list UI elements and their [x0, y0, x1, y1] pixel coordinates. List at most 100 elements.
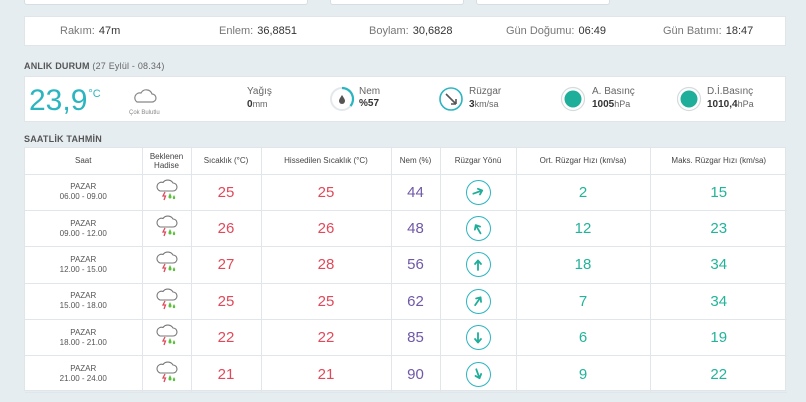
current-section-title: ANLIK DURUM (27 Eylül - 08.34)	[24, 61, 165, 71]
thunderstorm-icon	[156, 288, 178, 310]
temperature-cell: 26	[191, 210, 262, 248]
header-wind-direction: Rüzgar Yönü	[440, 148, 517, 175]
wind-label: Rüzgar	[469, 86, 502, 97]
humidity-cell: 44	[391, 174, 441, 211]
row-time-range: 18.00 - 21.00	[59, 337, 107, 347]
table-header-row: Saat Beklenen Hadise Sıcaklık (°C) Hisse…	[25, 148, 787, 175]
tab-fragment[interactable]	[24, 0, 308, 5]
row-day: PAZAR	[70, 327, 97, 337]
max-wind-cell: 34	[650, 246, 787, 284]
wind-direction-arrow-icon	[465, 325, 491, 351]
event-cell	[142, 174, 192, 211]
event-cell	[142, 210, 192, 248]
temperature-cell: 22	[191, 319, 262, 357]
table-row: PAZAR 12.00 - 15.00 27 28 56 18	[25, 246, 787, 284]
header-temperature: Sıcaklık (°C)	[191, 148, 262, 175]
max-wind-cell: 23	[650, 210, 787, 248]
wind-direction-arrow-icon	[465, 288, 491, 314]
longitude-info: Boylam: 30,6828	[369, 25, 453, 37]
wind-value: 3	[469, 99, 475, 110]
altitude-info: Rakım: 47m	[60, 25, 120, 37]
arrow-icon	[472, 188, 484, 196]
header-max-wind: Maks. Rüzgar Hızı (km/sa)	[650, 148, 787, 175]
event-cell	[142, 355, 192, 393]
current-timestamp: (27 Eylül - 08.34)	[92, 61, 165, 71]
hourly-forecast-table: Saat Beklenen Hadise Sıcaklık (°C) Hisse…	[24, 147, 787, 393]
precipitation: Yağış 0mm	[247, 86, 272, 111]
avg-wind-cell: 6	[516, 319, 651, 357]
cloudy-icon	[131, 88, 171, 109]
row-day: PAZAR	[70, 218, 97, 228]
event-cell	[142, 283, 192, 321]
thunderstorm-icon	[156, 361, 178, 382]
table-row: PAZAR 06.00 - 09.00 25 25 44 2 1	[25, 174, 787, 211]
temperature-cell: 25	[191, 283, 262, 321]
temperature-unit: °C	[88, 88, 101, 100]
pressure: A. Basınç 1005hPa	[592, 86, 635, 111]
arrow-icon	[474, 296, 482, 307]
row-time-range: 06.00 - 09.00	[59, 192, 107, 202]
header-time: Saat	[25, 148, 143, 175]
time-cell: PAZAR 18.00 - 21.00	[25, 319, 143, 357]
humidity-cell: 62	[391, 283, 441, 321]
temperature-cell: 25	[191, 174, 262, 211]
avg-wind-cell: 2	[516, 174, 651, 211]
longitude-label: Boylam:	[369, 25, 409, 37]
row-day: PAZAR	[70, 364, 97, 374]
max-wind-cell: 19	[650, 319, 787, 357]
wind-direction-cell	[440, 355, 517, 393]
wind-direction-icon	[439, 87, 463, 111]
row-time-range: 15.00 - 18.00	[59, 301, 107, 311]
pressure-label: A. Basınç	[592, 86, 635, 97]
wind-direction-arrow-icon	[465, 179, 491, 205]
sea-pressure-value: 1010,4	[707, 99, 738, 110]
table-row: PAZAR 09.00 - 12.00 26 26 48 12	[25, 210, 787, 248]
event-cell	[142, 246, 192, 284]
row-day: PAZAR	[70, 182, 97, 192]
time-cell: PAZAR 06.00 - 09.00	[25, 174, 143, 211]
thunderstorm-icon	[156, 215, 178, 237]
event-cell	[142, 319, 192, 357]
temperature-cell: 27	[191, 246, 262, 284]
humidity-cell: 56	[391, 246, 441, 284]
feels-like-cell: 28	[261, 246, 392, 284]
feels-like-cell: 25	[261, 174, 392, 211]
latitude-value: 36,8851	[257, 25, 298, 37]
max-wind-cell: 22	[650, 355, 787, 393]
thunderstorm-icon	[156, 324, 178, 346]
sunrise-value: 06:49	[578, 25, 607, 37]
feels-like-cell: 25	[261, 283, 392, 321]
tab-fragment[interactable]	[330, 0, 464, 5]
pressure-unit: hPa	[614, 99, 631, 109]
header-avg-wind: Ort. Rüzgar Hızı (km/sa)	[516, 148, 651, 175]
current-conditions: 23,9°C Çok Bulutlu Yağış 0mm Nem %57 Rüz…	[24, 76, 786, 122]
feels-like-cell: 22	[261, 319, 392, 357]
sea-pressure-label: D.İ.Basınç	[707, 86, 754, 97]
avg-wind-cell: 7	[516, 283, 651, 321]
pressure-icon	[560, 86, 586, 112]
row-time-range: 12.00 - 15.00	[59, 264, 107, 274]
latitude-info: Enlem: 36,8851	[219, 25, 297, 37]
wind-direction-cell	[440, 210, 517, 248]
precipitation-value: 0	[247, 99, 253, 110]
avg-wind-cell: 18	[516, 246, 651, 284]
row-day: PAZAR	[70, 291, 97, 301]
precipitation-unit: mm	[252, 99, 268, 109]
wind-direction-arrow-icon	[465, 252, 491, 278]
thunderstorm-icon	[156, 251, 178, 273]
sea-pressure: D.İ.Basınç 1010,4hPa	[707, 86, 754, 111]
arrow-icon	[474, 223, 482, 234]
avg-wind-cell: 12	[516, 210, 651, 248]
tab-fragment[interactable]	[476, 0, 610, 5]
header-humidity: Nem (%)	[391, 148, 441, 175]
sunset-info: Gün Batımı: 18:47	[663, 25, 753, 37]
top-tabs	[0, 0, 806, 8]
wind: Rüzgar 3km/sa	[469, 86, 501, 111]
table-row: PAZAR 21.00 - 24.00 21 21 90 9 2	[25, 355, 787, 393]
sea-pressure-unit: hPa	[737, 99, 754, 109]
header-feels-like: Hissedilen Sıcaklık (°C)	[261, 148, 392, 175]
humidity-value: %57	[359, 98, 380, 109]
row-time-range: 09.00 - 12.00	[59, 228, 107, 238]
time-cell: PAZAR 12.00 - 15.00	[25, 246, 143, 284]
max-wind-cell: 15	[650, 174, 787, 211]
